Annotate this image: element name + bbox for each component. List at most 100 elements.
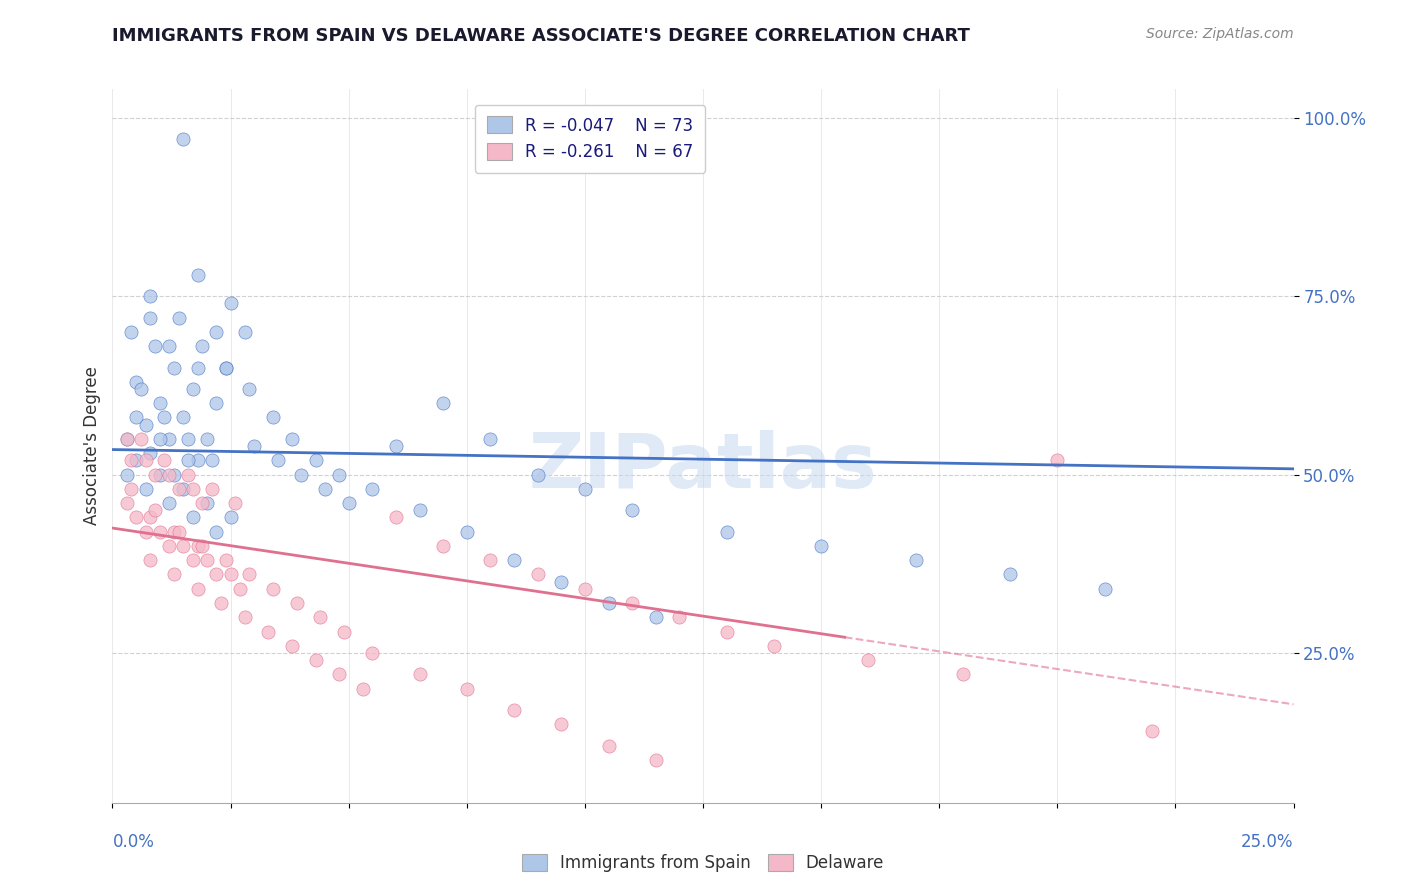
Point: [157, 339, 180, 353]
Point: [224, 496, 246, 510]
Point: [177, 467, 200, 482]
Point: [1140, 724, 1163, 739]
Point: [281, 639, 304, 653]
Point: [205, 567, 228, 582]
Point: [135, 453, 157, 467]
Point: [219, 567, 242, 582]
Point: [157, 467, 180, 482]
Point: [149, 396, 172, 410]
Point: [550, 717, 572, 731]
Point: [716, 524, 738, 539]
Point: [143, 339, 166, 353]
Point: [644, 610, 666, 624]
Point: [191, 339, 214, 353]
Point: [149, 467, 172, 482]
Point: [195, 496, 218, 510]
Point: [257, 624, 280, 639]
Point: [135, 482, 157, 496]
Point: [139, 510, 162, 524]
Point: [598, 596, 620, 610]
Point: [479, 432, 502, 446]
Point: [186, 539, 208, 553]
Point: [209, 596, 232, 610]
Point: [167, 482, 190, 496]
Point: [952, 667, 974, 681]
Point: [115, 432, 138, 446]
Point: [290, 467, 312, 482]
Point: [195, 432, 218, 446]
Point: [149, 524, 172, 539]
Point: [120, 482, 142, 496]
Point: [172, 482, 194, 496]
Point: [186, 360, 208, 375]
Point: [139, 446, 162, 460]
Point: [215, 553, 238, 567]
Point: [125, 375, 148, 389]
Point: [191, 496, 214, 510]
Point: [181, 510, 204, 524]
Point: [304, 453, 326, 467]
Point: [115, 496, 138, 510]
Point: [129, 432, 152, 446]
Point: [186, 268, 208, 282]
Point: [314, 482, 336, 496]
Point: [135, 417, 157, 432]
Point: [125, 453, 148, 467]
Text: ZIPatlas: ZIPatlas: [529, 431, 877, 504]
Point: [163, 524, 186, 539]
Point: [352, 681, 374, 696]
Point: [262, 582, 284, 596]
Point: [153, 410, 176, 425]
Point: [408, 503, 430, 517]
Point: [333, 624, 356, 639]
Point: [361, 646, 384, 660]
Point: [139, 289, 162, 303]
Point: [574, 482, 596, 496]
Point: [181, 553, 204, 567]
Point: [163, 467, 186, 482]
Point: [550, 574, 572, 589]
Point: [181, 382, 204, 396]
Point: [285, 596, 308, 610]
Point: [125, 410, 148, 425]
Point: [328, 467, 350, 482]
Point: [157, 432, 180, 446]
Point: [267, 453, 290, 467]
Point: [456, 524, 478, 539]
Point: [621, 596, 644, 610]
Point: [143, 467, 166, 482]
Point: [215, 360, 238, 375]
Point: [135, 524, 157, 539]
Point: [201, 453, 224, 467]
Point: [456, 681, 478, 696]
Point: [215, 360, 238, 375]
Point: [621, 503, 644, 517]
Point: [167, 310, 190, 325]
Point: [385, 439, 408, 453]
Point: [432, 396, 454, 410]
Point: [408, 667, 430, 681]
Point: [858, 653, 880, 667]
Point: [810, 539, 832, 553]
Point: [219, 510, 242, 524]
Legend: Immigrants from Spain, Delaware: Immigrants from Spain, Delaware: [513, 846, 893, 880]
Point: [644, 753, 666, 767]
Point: [479, 553, 502, 567]
Point: [668, 610, 690, 624]
Point: [762, 639, 785, 653]
Point: [125, 510, 148, 524]
Point: [181, 482, 204, 496]
Point: [904, 553, 927, 567]
Y-axis label: Associate's Degree: Associate's Degree: [83, 367, 101, 525]
Text: IMMIGRANTS FROM SPAIN VS DELAWARE ASSOCIATE'S DEGREE CORRELATION CHART: IMMIGRANTS FROM SPAIN VS DELAWARE ASSOCI…: [112, 27, 970, 45]
Point: [229, 582, 252, 596]
Point: [153, 453, 176, 467]
Point: [172, 410, 194, 425]
Point: [139, 553, 162, 567]
Point: [432, 539, 454, 553]
Point: [172, 132, 194, 146]
Point: [149, 432, 172, 446]
Point: [574, 582, 596, 596]
Point: [526, 567, 548, 582]
Point: [1046, 453, 1069, 467]
